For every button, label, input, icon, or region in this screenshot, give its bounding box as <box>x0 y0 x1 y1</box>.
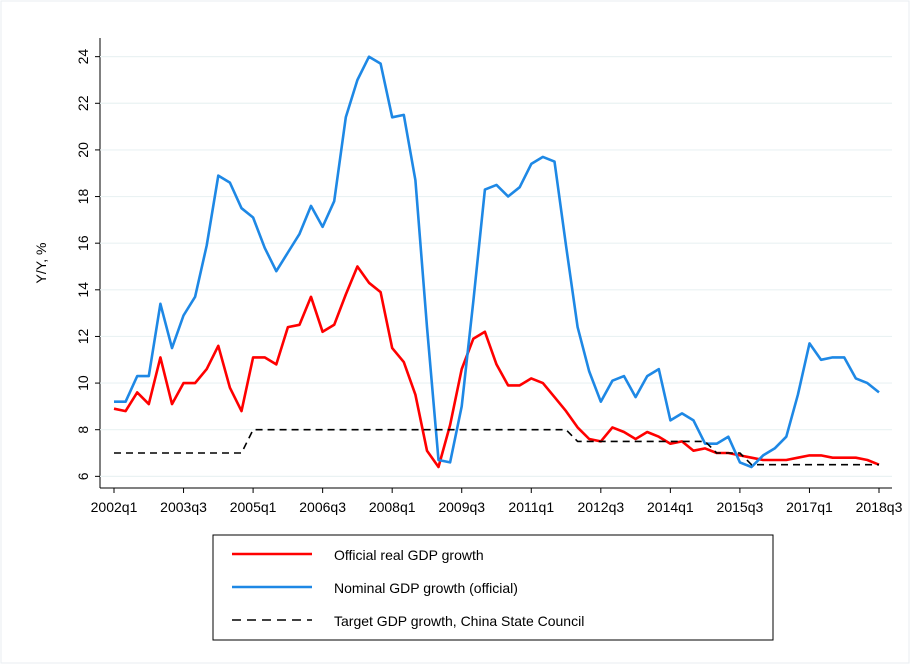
x-tick-label: 2005q1 <box>230 499 277 515</box>
x-tick-label: 2018q3 <box>856 499 903 515</box>
legend-label: Target GDP growth, China State Council <box>334 613 584 629</box>
x-tick-label: 2017q1 <box>786 499 833 515</box>
x-tick-label: 2012q3 <box>577 499 624 515</box>
series-line <box>113 265 880 469</box>
x-tick-label: 2015q3 <box>717 499 764 515</box>
x-tick-label: 2006q3 <box>299 499 346 515</box>
y-tick-label: 18 <box>75 189 91 205</box>
x-tick-label: 2014q1 <box>647 499 694 515</box>
x-tick-label: 2011q1 <box>508 499 554 515</box>
y-tick-label: 8 <box>75 426 91 434</box>
legend-label: Nominal GDP growth (official) <box>334 580 518 596</box>
y-tick-label: 12 <box>75 328 91 344</box>
x-tick-label: 2003q3 <box>160 499 207 515</box>
series-line <box>114 55 880 469</box>
y-tick-label: 16 <box>75 235 91 251</box>
y-tick-label: 20 <box>75 142 91 158</box>
y-tick-label: 6 <box>75 472 91 480</box>
y-tick-label: 10 <box>75 375 91 391</box>
y-tick-label: 24 <box>75 49 91 65</box>
y-tick-label: 14 <box>75 282 91 298</box>
series-line <box>114 428 879 466</box>
x-tick-label: 2008q1 <box>369 499 416 515</box>
x-tick-label: 2009q3 <box>438 499 485 515</box>
y-tick-label: 22 <box>75 95 91 111</box>
y-axis-label: Y/Y, % <box>33 243 49 284</box>
x-tick-label: 2002q1 <box>91 499 138 515</box>
legend-label: Official real GDP growth <box>334 547 484 563</box>
